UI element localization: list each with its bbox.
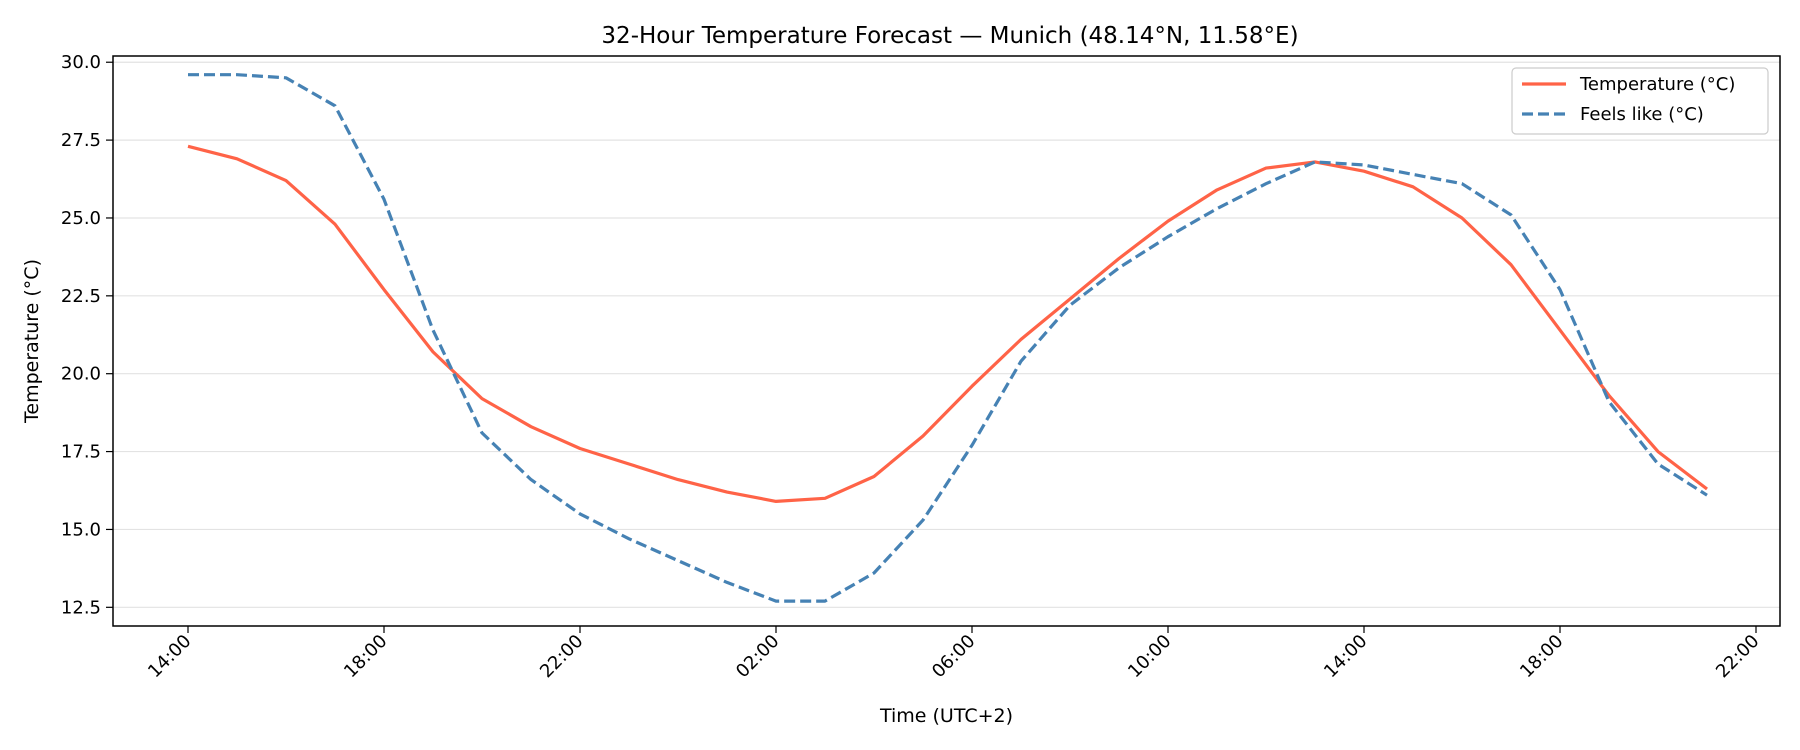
y-axis: 12.5 15.0 17.5 20.0 22.5 25.0 27.5 30.0 xyxy=(61,52,113,618)
x-tick-label: 22:00 xyxy=(1712,631,1764,683)
x-axis: 14:00 18:00 22:00 02:00 06:00 10:00 14:00 18:00… xyxy=(144,626,1764,682)
x-tick-label: 22:00 xyxy=(536,631,588,683)
y-tick-label: 25.0 xyxy=(61,208,101,229)
series-line-0 xyxy=(187,144,1708,503)
y-tick-label: 30.0 xyxy=(61,52,101,73)
legend: Temperature (°C) Feels like (°C) xyxy=(1511,67,1769,135)
y-tick-label: 12.5 xyxy=(61,597,101,618)
chart-title: 32-Hour Temperature Forecast — Munich (4… xyxy=(601,23,1298,49)
x-axis-label: Time (UTC+2) xyxy=(879,705,1013,727)
series-lines xyxy=(187,73,1708,603)
grid xyxy=(113,61,1780,608)
plot-frame xyxy=(112,55,1781,627)
legend-label-0: Temperature (°C) xyxy=(1579,74,1735,95)
x-tick-label: 18:00 xyxy=(1516,631,1568,683)
y-axis-label: Temperature (°C) xyxy=(21,259,43,424)
x-tick-label: 06:00 xyxy=(928,631,980,683)
x-tick-label: 10:00 xyxy=(1124,631,1176,683)
x-tick-label: 14:00 xyxy=(144,631,196,683)
y-tick-label: 17.5 xyxy=(61,442,101,463)
legend-box xyxy=(1511,67,1769,135)
y-tick-label: 22.5 xyxy=(61,286,101,307)
y-tick-label: 15.0 xyxy=(61,519,101,540)
y-tick-label: 20.0 xyxy=(61,364,101,385)
x-tick-label: 14:00 xyxy=(1320,631,1372,683)
legend-label-1: Feels like (°C) xyxy=(1580,104,1704,125)
y-tick-label: 27.5 xyxy=(61,130,101,151)
x-tick-label: 18:00 xyxy=(340,631,392,683)
series-line-1 xyxy=(188,73,1708,603)
x-tick-label: 02:00 xyxy=(732,631,784,683)
